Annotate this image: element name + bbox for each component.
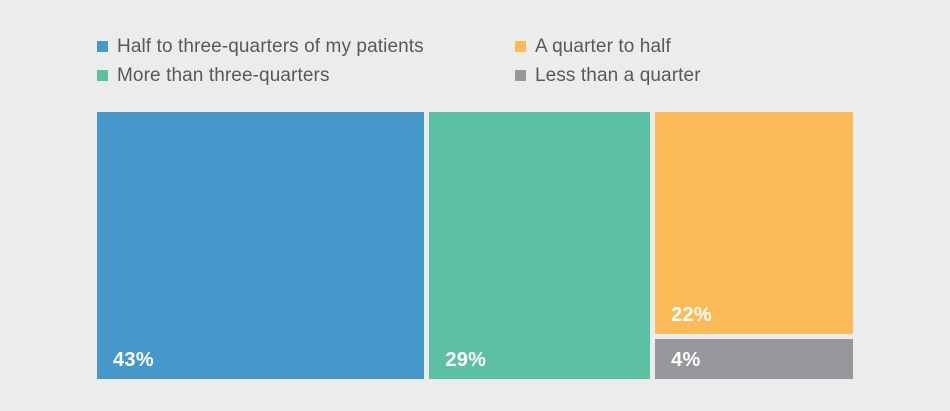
legend-item-more-than-three-quarters: More than three-quarters — [97, 61, 515, 90]
segment-29pct: 29% — [429, 112, 651, 379]
legend-item-half-to-three-quarters: Half to three-quarters of my patients — [97, 32, 515, 61]
segment-22pct: 22% — [655, 112, 853, 334]
legend-label: Half to three-quarters of my patients — [117, 36, 424, 57]
segment-value-label: 43% — [113, 349, 154, 371]
legend-label: A quarter to half — [535, 36, 671, 57]
legend-label: More than three-quarters — [117, 65, 330, 86]
legend-item-quarter-to-half: A quarter to half — [515, 32, 701, 61]
legend-swatch-orange-icon — [515, 41, 526, 52]
legend-swatch-green-icon — [97, 70, 108, 81]
segment-value-label: 29% — [445, 349, 487, 371]
chart-column-2: 29% — [429, 112, 651, 379]
chart-column-3: 22% 4% — [655, 112, 853, 379]
legend-label: Less than a quarter — [535, 65, 701, 86]
legend-item-less-than-quarter: Less than a quarter — [515, 61, 701, 90]
segment-43pct: 43% — [97, 112, 425, 379]
segment-value-label: 22% — [671, 303, 713, 326]
legend: Half to three-quarters of my patients Mo… — [97, 32, 701, 90]
legend-swatch-gray-icon — [515, 70, 526, 81]
chart-column-1: 43% — [97, 112, 425, 379]
mekko-chart: 43% 29% 22% 4% — [97, 112, 853, 379]
legend-swatch-blue-icon — [97, 41, 108, 52]
segment-4pct: 4% — [655, 338, 853, 379]
segment-value-label: 4% — [671, 349, 701, 371]
